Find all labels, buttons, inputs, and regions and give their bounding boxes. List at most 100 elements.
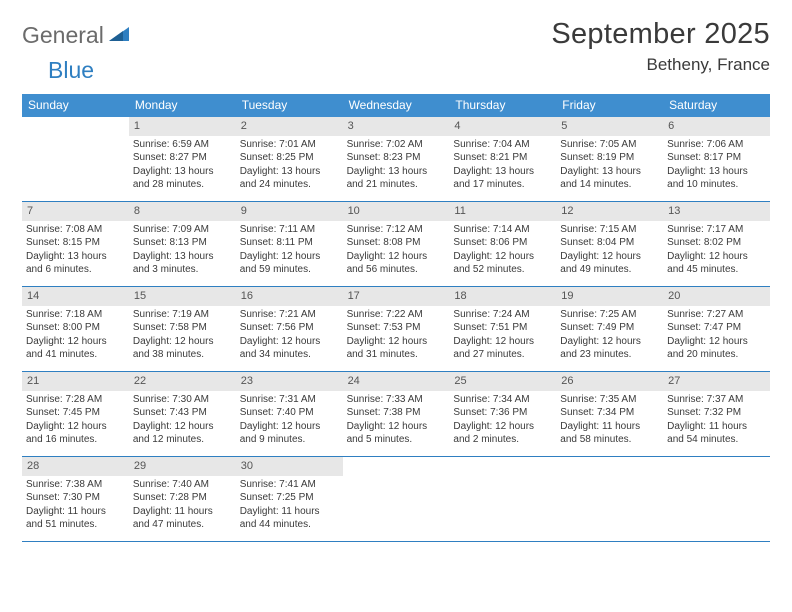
day-body: Sunrise: 7:27 AMSunset: 7:47 PMDaylight:… bbox=[663, 306, 770, 366]
day-number: 12 bbox=[556, 202, 663, 221]
day-number: 16 bbox=[236, 287, 343, 306]
day-sunset: Sunset: 8:13 PM bbox=[133, 236, 232, 250]
day-daylight1: Daylight: 11 hours bbox=[560, 420, 659, 434]
day-sunrise: Sunrise: 7:22 AM bbox=[347, 308, 446, 322]
day-cell: 18Sunrise: 7:24 AMSunset: 7:51 PMDayligh… bbox=[449, 287, 556, 371]
day-body: Sunrise: 6:59 AMSunset: 8:27 PMDaylight:… bbox=[129, 136, 236, 196]
day-body: Sunrise: 7:34 AMSunset: 7:36 PMDaylight:… bbox=[449, 391, 556, 451]
day-daylight2: and 59 minutes. bbox=[240, 263, 339, 277]
day-sunset: Sunset: 7:58 PM bbox=[133, 321, 232, 335]
day-cell bbox=[663, 457, 770, 541]
weekday-wed: Wednesday bbox=[343, 94, 450, 117]
day-daylight2: and 9 minutes. bbox=[240, 433, 339, 447]
day-sunset: Sunset: 7:30 PM bbox=[26, 491, 125, 505]
day-sunset: Sunset: 7:45 PM bbox=[26, 406, 125, 420]
day-body: Sunrise: 7:14 AMSunset: 8:06 PMDaylight:… bbox=[449, 221, 556, 281]
day-sunset: Sunset: 8:02 PM bbox=[667, 236, 766, 250]
day-body: Sunrise: 7:38 AMSunset: 7:30 PMDaylight:… bbox=[22, 476, 129, 536]
day-number: 19 bbox=[556, 287, 663, 306]
day-sunset: Sunset: 8:19 PM bbox=[560, 151, 659, 165]
title-block: September 2025 Betheny, France bbox=[551, 18, 770, 75]
day-sunset: Sunset: 7:51 PM bbox=[453, 321, 552, 335]
day-cell: 20Sunrise: 7:27 AMSunset: 7:47 PMDayligh… bbox=[663, 287, 770, 371]
day-number bbox=[663, 457, 770, 474]
day-cell: 8Sunrise: 7:09 AMSunset: 8:13 PMDaylight… bbox=[129, 202, 236, 286]
day-daylight1: Daylight: 11 hours bbox=[667, 420, 766, 434]
day-daylight1: Daylight: 12 hours bbox=[26, 420, 125, 434]
day-daylight1: Daylight: 11 hours bbox=[133, 505, 232, 519]
day-daylight2: and 24 minutes. bbox=[240, 178, 339, 192]
day-sunrise: Sunrise: 7:17 AM bbox=[667, 223, 766, 237]
day-cell: 14Sunrise: 7:18 AMSunset: 8:00 PMDayligh… bbox=[22, 287, 129, 371]
day-number: 30 bbox=[236, 457, 343, 476]
day-sunrise: Sunrise: 7:01 AM bbox=[240, 138, 339, 152]
day-cell: 7Sunrise: 7:08 AMSunset: 8:15 PMDaylight… bbox=[22, 202, 129, 286]
day-cell bbox=[22, 117, 129, 201]
day-daylight2: and 51 minutes. bbox=[26, 518, 125, 532]
day-sunset: Sunset: 7:38 PM bbox=[347, 406, 446, 420]
day-number: 27 bbox=[663, 372, 770, 391]
day-daylight2: and 23 minutes. bbox=[560, 348, 659, 362]
day-body: Sunrise: 7:30 AMSunset: 7:43 PMDaylight:… bbox=[129, 391, 236, 451]
day-number: 22 bbox=[129, 372, 236, 391]
day-cell bbox=[449, 457, 556, 541]
day-body: Sunrise: 7:31 AMSunset: 7:40 PMDaylight:… bbox=[236, 391, 343, 451]
day-cell: 17Sunrise: 7:22 AMSunset: 7:53 PMDayligh… bbox=[343, 287, 450, 371]
day-cell: 16Sunrise: 7:21 AMSunset: 7:56 PMDayligh… bbox=[236, 287, 343, 371]
day-daylight2: and 12 minutes. bbox=[133, 433, 232, 447]
day-number: 15 bbox=[129, 287, 236, 306]
day-sunset: Sunset: 8:23 PM bbox=[347, 151, 446, 165]
location-label: Betheny, France bbox=[551, 55, 770, 75]
week-row: 14Sunrise: 7:18 AMSunset: 8:00 PMDayligh… bbox=[22, 287, 770, 372]
day-number: 2 bbox=[236, 117, 343, 136]
logo: General bbox=[22, 22, 131, 49]
day-sunrise: Sunrise: 7:30 AM bbox=[133, 393, 232, 407]
day-number: 9 bbox=[236, 202, 343, 221]
day-number: 3 bbox=[343, 117, 450, 136]
day-sunrise: Sunrise: 7:28 AM bbox=[26, 393, 125, 407]
logo-triangle-icon bbox=[109, 25, 129, 46]
day-daylight2: and 52 minutes. bbox=[453, 263, 552, 277]
day-sunrise: Sunrise: 7:24 AM bbox=[453, 308, 552, 322]
day-body: Sunrise: 7:35 AMSunset: 7:34 PMDaylight:… bbox=[556, 391, 663, 451]
day-body: Sunrise: 7:28 AMSunset: 7:45 PMDaylight:… bbox=[22, 391, 129, 451]
day-daylight1: Daylight: 12 hours bbox=[560, 250, 659, 264]
day-daylight1: Daylight: 11 hours bbox=[26, 505, 125, 519]
day-sunset: Sunset: 7:43 PM bbox=[133, 406, 232, 420]
weekday-fri: Friday bbox=[556, 94, 663, 117]
day-cell bbox=[556, 457, 663, 541]
day-cell: 11Sunrise: 7:14 AMSunset: 8:06 PMDayligh… bbox=[449, 202, 556, 286]
day-number: 21 bbox=[22, 372, 129, 391]
day-number: 4 bbox=[449, 117, 556, 136]
day-number: 28 bbox=[22, 457, 129, 476]
day-sunset: Sunset: 8:21 PM bbox=[453, 151, 552, 165]
day-sunrise: Sunrise: 7:14 AM bbox=[453, 223, 552, 237]
weeks-container: 1Sunrise: 6:59 AMSunset: 8:27 PMDaylight… bbox=[22, 117, 770, 542]
day-body: Sunrise: 7:15 AMSunset: 8:04 PMDaylight:… bbox=[556, 221, 663, 281]
day-daylight2: and 10 minutes. bbox=[667, 178, 766, 192]
day-number: 24 bbox=[343, 372, 450, 391]
day-daylight2: and 14 minutes. bbox=[560, 178, 659, 192]
calendar-grid: Sunday Monday Tuesday Wednesday Thursday… bbox=[22, 94, 770, 542]
day-sunrise: Sunrise: 7:25 AM bbox=[560, 308, 659, 322]
day-cell: 2Sunrise: 7:01 AMSunset: 8:25 PMDaylight… bbox=[236, 117, 343, 201]
day-cell bbox=[343, 457, 450, 541]
day-sunrise: Sunrise: 7:05 AM bbox=[560, 138, 659, 152]
day-body: Sunrise: 7:11 AMSunset: 8:11 PMDaylight:… bbox=[236, 221, 343, 281]
day-body: Sunrise: 7:37 AMSunset: 7:32 PMDaylight:… bbox=[663, 391, 770, 451]
day-sunrise: Sunrise: 7:04 AM bbox=[453, 138, 552, 152]
day-sunset: Sunset: 7:40 PM bbox=[240, 406, 339, 420]
day-daylight2: and 20 minutes. bbox=[667, 348, 766, 362]
day-body: Sunrise: 7:12 AMSunset: 8:08 PMDaylight:… bbox=[343, 221, 450, 281]
day-sunrise: Sunrise: 7:40 AM bbox=[133, 478, 232, 492]
day-cell: 10Sunrise: 7:12 AMSunset: 8:08 PMDayligh… bbox=[343, 202, 450, 286]
day-number: 23 bbox=[236, 372, 343, 391]
day-cell: 27Sunrise: 7:37 AMSunset: 7:32 PMDayligh… bbox=[663, 372, 770, 456]
weekday-tue: Tuesday bbox=[236, 94, 343, 117]
day-sunset: Sunset: 8:25 PM bbox=[240, 151, 339, 165]
day-sunrise: Sunrise: 7:12 AM bbox=[347, 223, 446, 237]
day-sunset: Sunset: 7:56 PM bbox=[240, 321, 339, 335]
day-daylight2: and 56 minutes. bbox=[347, 263, 446, 277]
day-number: 26 bbox=[556, 372, 663, 391]
day-cell: 22Sunrise: 7:30 AMSunset: 7:43 PMDayligh… bbox=[129, 372, 236, 456]
